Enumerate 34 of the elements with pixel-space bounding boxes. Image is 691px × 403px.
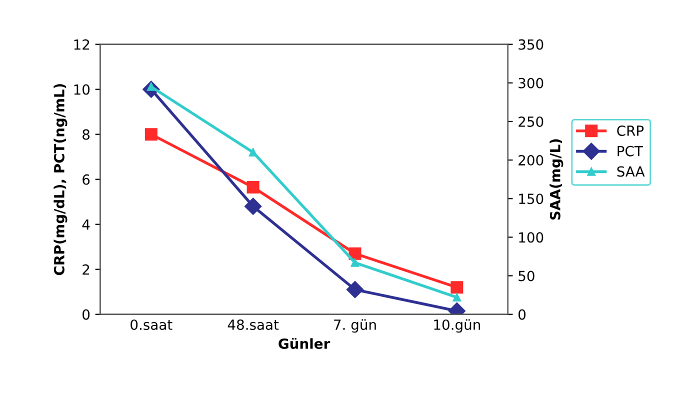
x-tick-label: 0.saat — [130, 319, 172, 330]
y-tick-label: 0 — [82, 309, 90, 320]
point — [246, 180, 260, 194]
point — [144, 128, 158, 141]
y2-tick-label: 150 — [519, 194, 544, 204]
point — [350, 258, 360, 267]
y-axis-title: CRP(mg/dL), PCT(ng/mL) — [54, 84, 68, 276]
y-tick-label: 2 — [82, 264, 90, 275]
y2-axis-title: SAA(mg/L) — [550, 139, 564, 220]
y2-tick-label: 50 — [518, 270, 534, 282]
x-tick-label: 48.saat — [228, 319, 279, 330]
y2-tick-label: 300 — [518, 78, 544, 88]
y2-tick-label: 100 — [519, 232, 544, 243]
y-tick-label: 10 — [74, 84, 90, 95]
point — [348, 247, 362, 260]
x-axis-title: Günler — [278, 338, 330, 349]
y-tick-label: 12 — [74, 39, 90, 50]
point — [248, 148, 258, 156]
x-tick-label: 10.gün — [434, 319, 480, 333]
y2-tick-label: 350 — [518, 39, 544, 50]
y2-tick-label: 250 — [518, 116, 544, 127]
legend-label: SAA — [617, 166, 645, 177]
y-tick-label: 4 — [82, 219, 90, 230]
x-tick-label: 7. gün — [334, 319, 376, 333]
y-tick-label: 6 — [82, 174, 90, 185]
legend-label: PCT — [618, 146, 643, 156]
point — [244, 198, 262, 215]
legend-label: CRP — [617, 125, 644, 136]
point — [346, 281, 364, 298]
y2-tick-label: 0 — [518, 309, 526, 320]
point — [450, 281, 464, 294]
y-tick-label: 8 — [82, 129, 90, 140]
point — [452, 293, 462, 302]
y2-tick-label: 200 — [518, 155, 544, 166]
